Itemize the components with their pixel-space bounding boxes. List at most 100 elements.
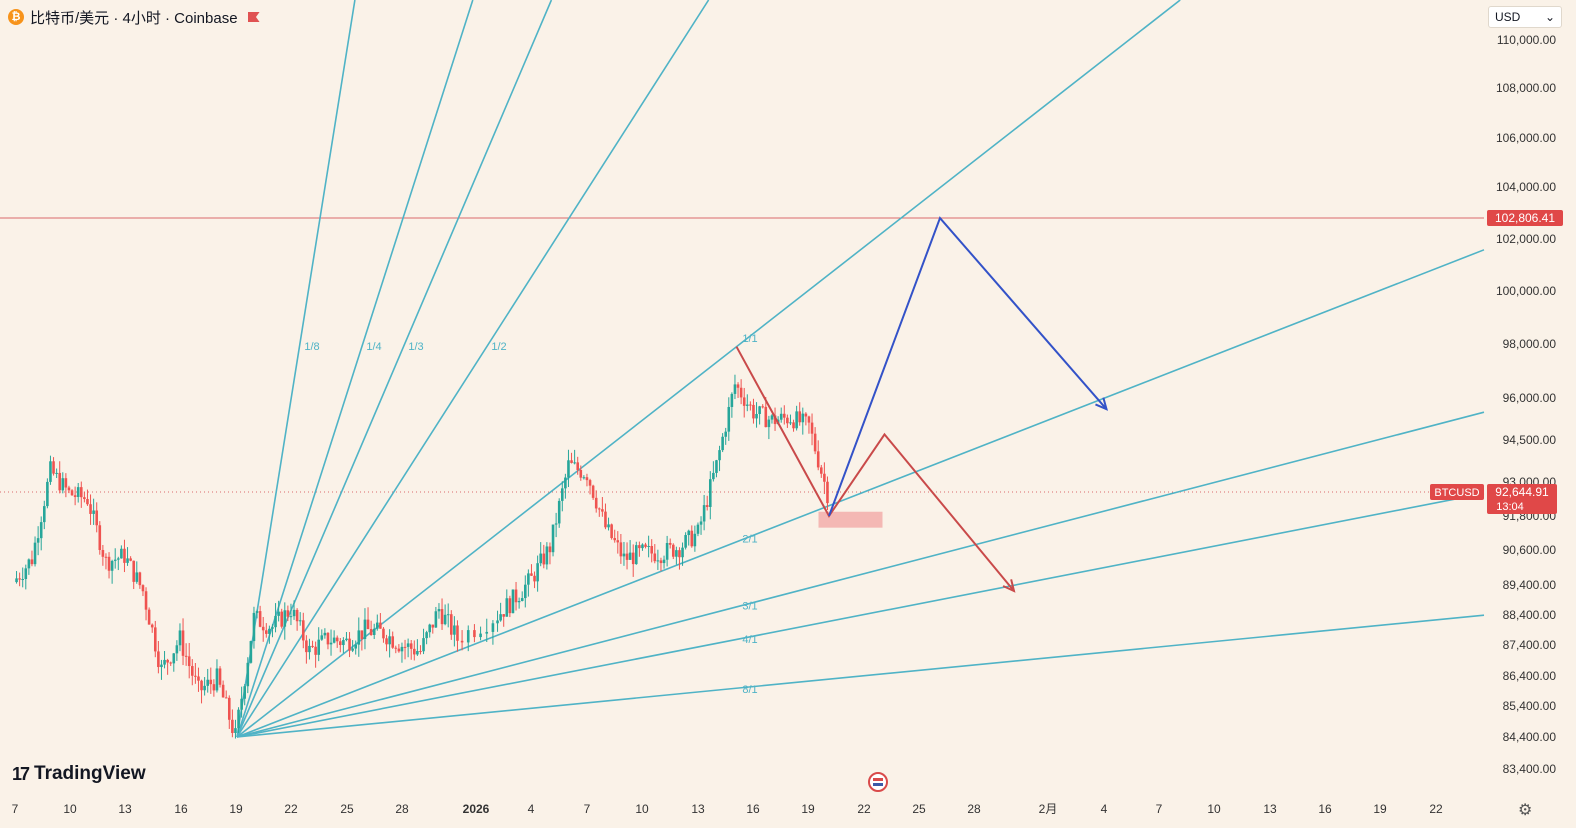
price-axis[interactable]: 110,000.00 108,000.00 106,000.00 104,000.00… xyxy=(1496,33,1556,776)
candle-body xyxy=(431,624,435,628)
candle-body xyxy=(292,609,296,617)
candle-body xyxy=(252,612,256,642)
candle-body xyxy=(138,572,142,586)
candle-body xyxy=(258,611,262,627)
symbol-title: 比特币/美元 · 4小时 · Coinbase xyxy=(30,9,238,27)
candle-body xyxy=(656,560,660,562)
flag-icon[interactable] xyxy=(247,12,260,22)
y-tick-label: 98,000.00 xyxy=(1503,337,1557,351)
candle-body xyxy=(289,616,293,618)
candle-body xyxy=(354,644,358,649)
candle-body xyxy=(792,422,795,429)
candle-body xyxy=(622,553,626,557)
candle-body xyxy=(536,563,539,582)
candle-body xyxy=(453,625,456,635)
support-zone xyxy=(818,511,883,528)
candle-body xyxy=(681,547,684,558)
candle-body xyxy=(628,552,632,560)
candle-body xyxy=(49,461,52,482)
candle-body xyxy=(485,631,489,634)
y-tick-label: 96,000.00 xyxy=(1503,391,1557,405)
candle-body xyxy=(308,645,311,653)
candle-body xyxy=(397,648,401,652)
candle-body xyxy=(163,659,166,665)
gann-fan-line xyxy=(236,0,553,738)
candle-body xyxy=(764,406,768,428)
currency-value: USD xyxy=(1495,10,1521,24)
candle-body xyxy=(372,628,376,635)
candle-body xyxy=(795,411,798,429)
x-tick-label: 16 xyxy=(1318,802,1332,816)
candle-body xyxy=(36,538,40,543)
gann-fan-label: 4/1 xyxy=(742,634,757,646)
candle-body xyxy=(92,510,95,514)
y-tick-label: 102,000.00 xyxy=(1496,232,1556,246)
gann-fan: 1/8 1/4 1/3 1/2 1/1 2/1 3/1 4/1 8/1 xyxy=(236,0,1485,738)
candle-body xyxy=(101,549,105,557)
price-tags: 102,806.41 BTCUSD 92,644.91 13:04 xyxy=(1430,210,1563,515)
candle-body xyxy=(237,709,240,729)
candle-body xyxy=(406,643,410,647)
candle-body xyxy=(491,623,495,632)
x-tick-label: 2月 xyxy=(1039,802,1058,816)
candle-body xyxy=(594,497,598,509)
candle-body xyxy=(175,645,179,654)
x-tick-label: 7 xyxy=(12,802,19,816)
brand-name: TradingView xyxy=(34,763,146,784)
candle-body xyxy=(403,646,407,648)
candle-body xyxy=(110,560,114,571)
candle-body xyxy=(113,559,117,561)
candle-body xyxy=(582,477,586,479)
candle-body xyxy=(564,477,567,489)
symbol-header[interactable]: ₿ 比特币/美元 · 4小时 · Coinbase xyxy=(8,6,260,28)
tradingview-logo[interactable]: 17 TradingView xyxy=(12,763,146,785)
currency-select[interactable]: USD ⌄ xyxy=(1488,6,1562,28)
gann-fan-label: 1/1 xyxy=(742,333,757,345)
candle-body xyxy=(234,728,237,733)
gear-icon[interactable]: ⚙ xyxy=(1518,802,1533,819)
candle-body xyxy=(286,610,290,617)
candle-body xyxy=(70,490,74,496)
candle-body xyxy=(360,630,364,639)
y-tick-label: 104,000.00 xyxy=(1496,180,1556,194)
candle-body xyxy=(428,624,432,633)
y-tick-label: 84,400.00 xyxy=(1503,730,1557,744)
candle-body xyxy=(295,609,299,622)
candle-body xyxy=(181,630,185,656)
current-price-tag xyxy=(1487,484,1557,515)
y-tick-label: 106,000.00 xyxy=(1496,131,1556,145)
candle-body xyxy=(708,479,712,507)
candle-body xyxy=(650,545,654,554)
candle-body xyxy=(24,568,28,580)
candle-body xyxy=(696,524,700,534)
candle-body xyxy=(221,684,225,698)
candle-body xyxy=(21,579,25,581)
candle-body xyxy=(169,662,173,664)
candle-body xyxy=(147,609,151,625)
candle-body xyxy=(255,611,259,613)
candle-body xyxy=(283,610,287,627)
candle-body xyxy=(178,630,182,646)
candle-body xyxy=(264,630,268,634)
time-axis[interactable]: 7 10 13 16 19 22 25 28 2026 4 7 10 13 16 19 22 25 28 2月 4 7 1… xyxy=(12,802,1443,816)
candle-body xyxy=(567,460,570,478)
economic-event-icon[interactable] xyxy=(868,772,888,792)
candle-body xyxy=(422,638,425,652)
x-tick-label: 28 xyxy=(395,802,409,816)
candle-body xyxy=(342,640,345,646)
candle-body xyxy=(212,684,216,691)
y-tick-label: 108,000.00 xyxy=(1496,81,1556,95)
candle-body xyxy=(194,675,197,677)
candle-body xyxy=(52,461,55,474)
candle-body xyxy=(187,656,191,667)
candle-body xyxy=(224,697,228,699)
candle-body xyxy=(511,589,515,614)
candle-body xyxy=(126,558,129,563)
x-tick-label: 7 xyxy=(1156,802,1163,816)
candle-body xyxy=(107,556,111,571)
candle-body xyxy=(554,523,558,525)
candle-body xyxy=(816,451,820,468)
x-tick-label: 22 xyxy=(1429,802,1443,816)
candle-body xyxy=(810,422,814,434)
